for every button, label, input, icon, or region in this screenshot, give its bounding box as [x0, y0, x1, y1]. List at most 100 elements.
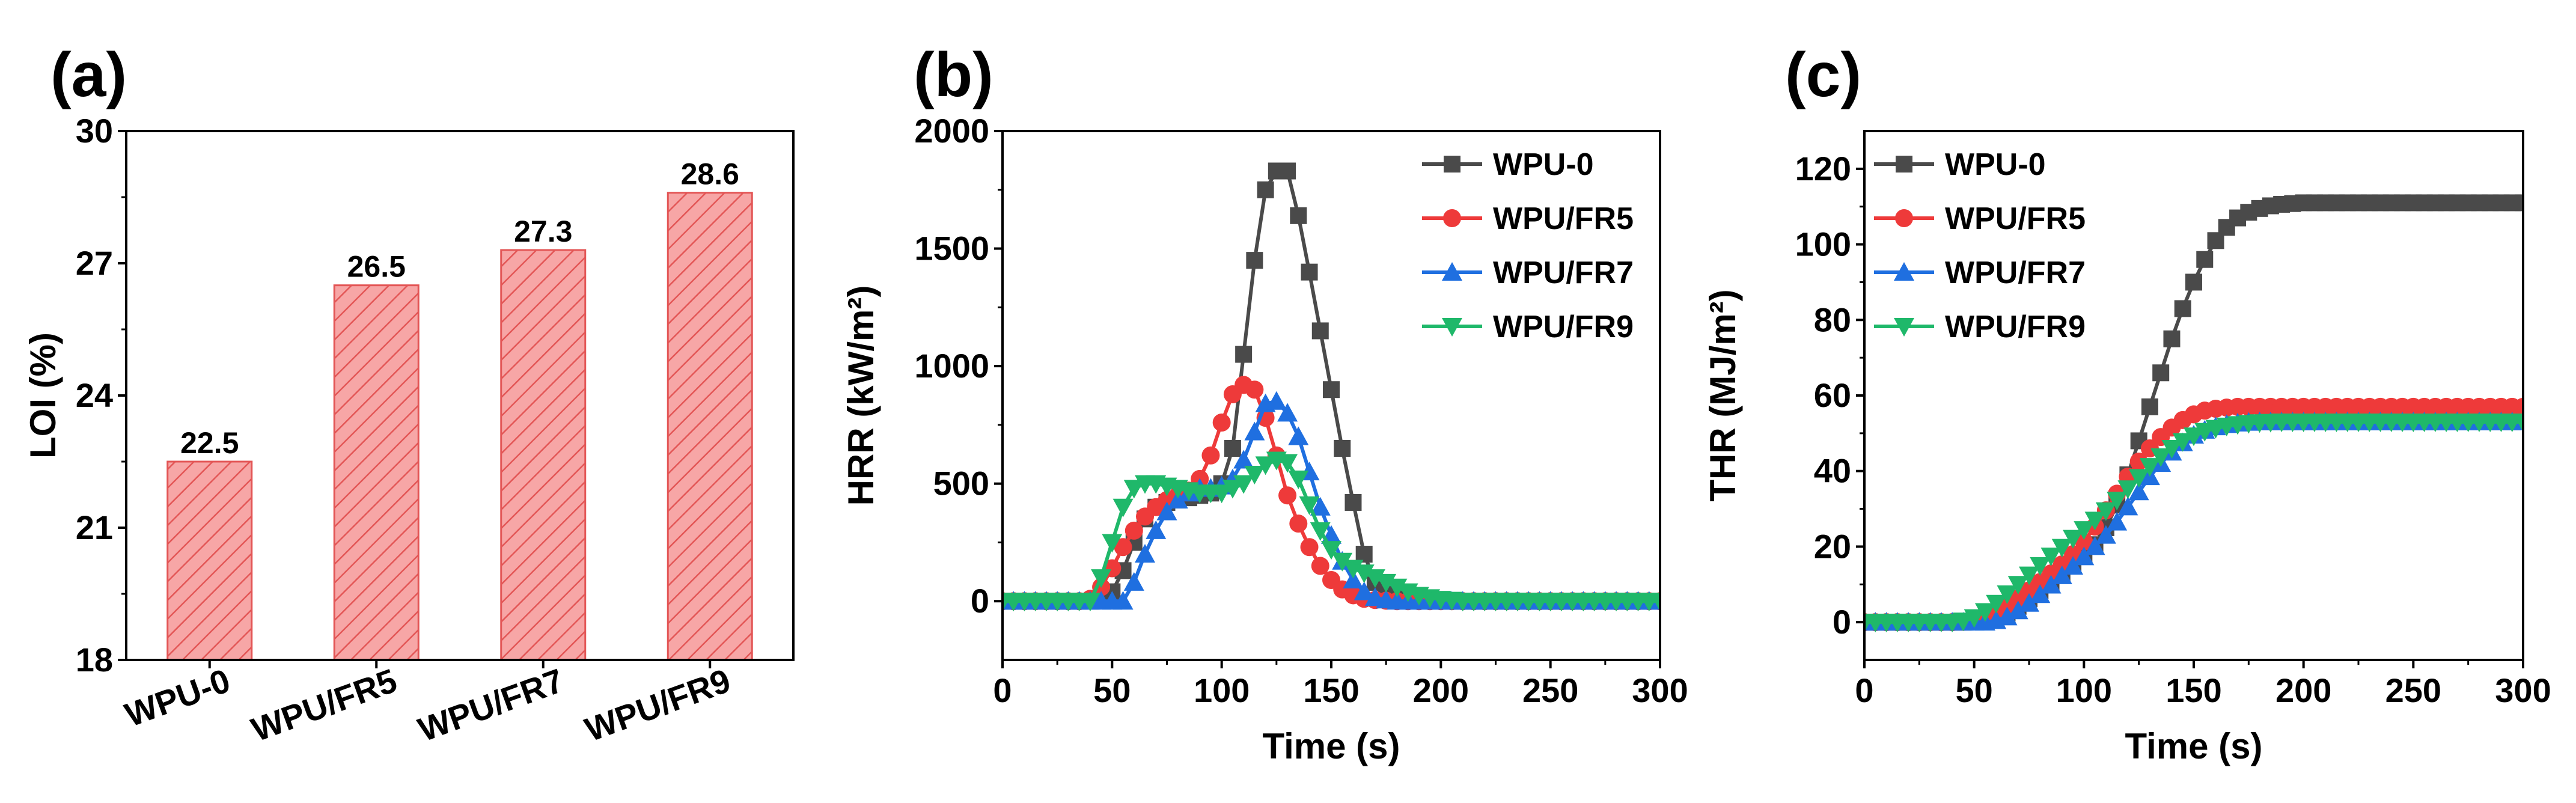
- data-point-wpu-fr9: [1102, 534, 1123, 553]
- panel-a-bar-chart: (a) 22.5 26.5 27.3 28.6 WPU-0 WPU/FR5 WPU/FR7…: [23, 40, 795, 748]
- legend-label-wpu-fr5: WPU/FR5: [1493, 201, 1634, 236]
- data-point-wpu-0: [1246, 252, 1263, 269]
- x-tick-label-100: 100: [2056, 671, 2112, 709]
- data-point-wpu-fr5: [1114, 538, 1132, 557]
- data-point-wpu-fr9: [2150, 448, 2172, 467]
- y-tick-label-0: 0: [971, 582, 989, 620]
- data-point-wpu-fr9: [1343, 560, 1364, 579]
- data-point-wpu-0: [2163, 330, 2181, 347]
- data-point-wpu-fr9: [2095, 502, 2116, 521]
- data-point-wpu-fr7: [1156, 501, 1177, 521]
- data-point-wpu-0: [1301, 263, 1318, 281]
- data-point-wpu-fr9: [1113, 498, 1134, 518]
- data-point-wpu-fr7: [1343, 570, 1364, 589]
- panel-a-label: (a): [50, 40, 127, 110]
- x-tick-label-150: 150: [2165, 671, 2221, 709]
- x-tick-label-100: 100: [1194, 671, 1250, 709]
- legend-item-wpu-fr7: WPU/FR7: [1874, 255, 2086, 290]
- data-point-wpu-fr9: [1354, 564, 1375, 584]
- x-tick-label-50: 50: [1956, 671, 1993, 709]
- data-point-wpu-fr9: [1244, 466, 1265, 485]
- legend-item-wpu-fr9: WPU/FR9: [1422, 310, 1634, 344]
- panel-b-legend: WPU-0 WPU/FR5 WPU/FR7 WPU/FR9: [1422, 147, 1634, 344]
- data-point-wpu-fr9: [1079, 593, 1100, 612]
- data-label-wpu-0: 22.5: [180, 426, 239, 460]
- panel-b-plot: 0 50 100 150 200 250 3000500100015002000WPU-0W…: [914, 112, 1688, 709]
- legend-item-wpu-fr5: WPU/FR5: [1874, 201, 2086, 236]
- data-point-wpu-0: [2515, 194, 2523, 212]
- legend-label-wpu-fr9: WPU/FR9: [1493, 310, 1634, 344]
- data-point-wpu-fr9: [2074, 521, 2095, 540]
- data-point-wpu-0: [2174, 300, 2191, 317]
- data-point-wpu-fr9: [2063, 530, 2084, 549]
- data-point-wpu-0: [1323, 381, 1340, 398]
- data-point-wpu-fr9: [1650, 593, 1660, 612]
- data-point-wpu-fr9: [1387, 578, 1408, 597]
- y-tick-label-80: 80: [1814, 301, 1851, 338]
- data-point-wpu-fr5: [1289, 514, 1308, 533]
- bar-wpu-fr5: [333, 284, 420, 661]
- data-point-wpu-fr9: [2172, 433, 2193, 452]
- data-point-wpu-fr9: [1376, 573, 1397, 593]
- data-point-wpu-fr9: [1974, 603, 1995, 622]
- data-point-wpu-fr9: [2051, 539, 2072, 558]
- data-point-wpu-fr7: [1123, 572, 1144, 591]
- legend-item-wpu-fr5: WPU/FR5: [1422, 201, 1634, 236]
- x-tick-label-200: 200: [2275, 671, 2331, 709]
- y-tick-label-27: 27: [76, 244, 113, 282]
- data-point-wpu-fr5: [2129, 453, 2148, 471]
- legend-item-wpu-fr7: WPU/FR7: [1422, 255, 1634, 290]
- data-point-wpu-fr9: [1310, 522, 1331, 541]
- data-point-wpu-fr7: [1266, 391, 1287, 410]
- data-point-wpu-fr7: [1310, 496, 1331, 516]
- data-point-wpu-fr5: [2514, 397, 2523, 416]
- panel-b-hrr-chart: (b) 0 50 100 150 200 250 300 0 500 1000 1500 2000 WP…: [841, 40, 1688, 766]
- legend-marker-wpu-fr9: [1442, 318, 1462, 337]
- bar-wpu-fr9: [667, 192, 753, 661]
- legend-marker-wpu-fr7: [1894, 262, 1914, 281]
- data-label-wpu-fr5: 26.5: [347, 250, 406, 284]
- legend-label-wpu-fr7: WPU/FR7: [1493, 255, 1634, 290]
- data-point-wpu-fr5: [1125, 521, 1143, 540]
- data-point-wpu-fr7: [2040, 575, 2062, 594]
- data-label-wpu-fr9: 28.6: [681, 157, 739, 191]
- panel-b-label: (b): [914, 40, 993, 110]
- panel-a-y-axis-title: LOI (%): [23, 332, 63, 459]
- y-tick-label-100: 100: [1795, 225, 1851, 263]
- data-point-wpu-fr7: [2117, 496, 2138, 516]
- data-point-wpu-0: [2196, 251, 2214, 268]
- y-tick-label-1500: 1500: [914, 230, 989, 267]
- data-point-wpu-fr7: [2107, 511, 2128, 531]
- series-line-wpu-fr9: [1864, 420, 2523, 624]
- data-point-wpu-fr7: [1146, 520, 1167, 539]
- x-tick-label-150: 150: [1303, 671, 1359, 709]
- data-point-wpu-0: [1257, 181, 1274, 198]
- data-point-wpu-fr9: [1332, 552, 1353, 572]
- data-point-wpu-fr9: [1123, 480, 1144, 499]
- data-point-wpu-fr5: [2075, 533, 2093, 551]
- data-point-wpu-fr7: [2084, 536, 2105, 555]
- y-tick-label-18: 18: [76, 641, 113, 679]
- data-point-wpu-fr9: [1222, 480, 1243, 499]
- data-point-wpu-fr7: [1233, 450, 1254, 469]
- data-point-wpu-fr7: [2030, 584, 2051, 603]
- data-point-wpu-fr5: [1300, 538, 1319, 557]
- data-point-wpu-fr9: [2161, 440, 2182, 459]
- category-label-wpu-fr7: WPU/FR7: [414, 661, 569, 748]
- y-tick-label-30: 30: [76, 112, 113, 150]
- legend-item-wpu-0: WPU-0: [1422, 147, 1594, 182]
- data-point-wpu-fr9: [2139, 458, 2160, 477]
- data-point-wpu-0: [1334, 440, 1351, 457]
- series-wpu-fr9: [1003, 451, 1660, 612]
- data-point-wpu-fr9: [1233, 475, 1254, 494]
- data-point-wpu-0: [2141, 398, 2158, 415]
- data-point-wpu-fr9: [2513, 414, 2523, 432]
- y-tick-label-24: 24: [76, 376, 113, 414]
- panel-c-series-area: [1864, 194, 2523, 633]
- data-point-wpu-fr7: [1113, 591, 1134, 610]
- data-point-wpu-fr9: [2107, 492, 2128, 511]
- data-point-wpu-fr9: [1299, 496, 1320, 515]
- legend-label-wpu-fr9: WPU/FR9: [1945, 310, 2086, 344]
- data-point-wpu-fr9: [1321, 541, 1341, 560]
